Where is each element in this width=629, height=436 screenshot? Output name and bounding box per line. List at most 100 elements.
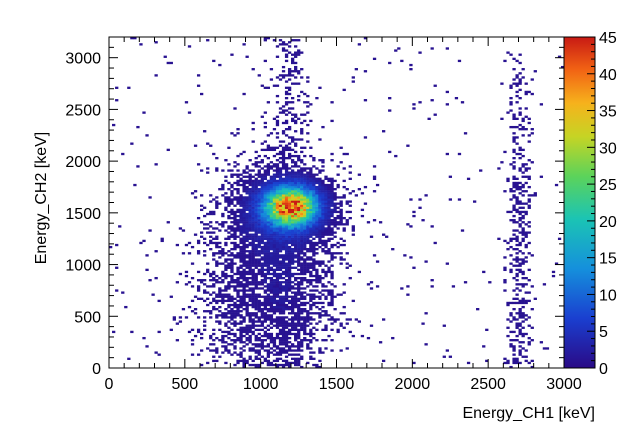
heatmap-cell xyxy=(184,316,189,319)
heatmap-cell xyxy=(515,125,519,129)
heatmap-cell xyxy=(257,223,261,226)
heatmap-cell xyxy=(254,349,258,352)
heatmap-cell xyxy=(260,264,264,267)
heatmap-cell xyxy=(515,142,519,145)
heatmap-cell xyxy=(521,233,525,236)
heatmap-cell xyxy=(236,293,240,296)
heatmap-cell xyxy=(230,208,234,212)
heatmap-cell xyxy=(321,285,325,288)
heatmap-cell xyxy=(281,332,286,336)
heatmap-cell xyxy=(297,190,301,193)
heatmap-cell xyxy=(300,179,304,183)
heatmap-cell xyxy=(294,185,298,189)
heatmap-cell xyxy=(321,248,325,251)
heatmap-cell xyxy=(318,308,322,311)
heatmap-cell xyxy=(509,270,513,274)
heatmap-cell xyxy=(406,144,410,147)
heatmap-cell xyxy=(518,156,522,160)
heatmap-cell xyxy=(330,303,334,307)
heatmap-cell xyxy=(433,84,437,87)
heatmap-cell xyxy=(287,256,292,259)
heatmap-cell xyxy=(363,37,368,40)
heatmap-cell xyxy=(297,156,301,160)
heatmap-cell xyxy=(275,320,280,323)
heatmap-cell xyxy=(269,192,274,195)
heatmap-cell xyxy=(294,121,298,125)
heatmap-cell xyxy=(236,169,240,172)
heatmap-cell xyxy=(245,188,249,191)
heatmap-cell xyxy=(303,332,307,336)
heatmap-cell xyxy=(190,353,195,356)
heatmap-cell xyxy=(303,260,307,263)
heatmap-cell xyxy=(287,283,292,286)
heatmap-cell xyxy=(281,163,286,166)
heatmap-cell xyxy=(287,41,292,44)
heatmap-cell xyxy=(357,43,362,46)
heatmap-cell xyxy=(324,252,328,255)
heatmap-cell xyxy=(263,254,267,257)
heatmap-cell xyxy=(287,154,292,158)
y-tick-label: 2500 xyxy=(65,102,101,119)
heatmap-cell xyxy=(230,316,234,319)
heatmap-cell xyxy=(388,150,392,154)
heatmap-cell xyxy=(333,196,337,199)
heatmap-cell xyxy=(269,248,274,251)
heatmap-cell xyxy=(242,297,246,300)
heatmap-cell xyxy=(300,279,304,282)
heatmap-cell xyxy=(312,212,316,216)
heatmap-cell xyxy=(306,258,310,261)
heatmap-cell xyxy=(527,117,531,120)
heatmap-cell xyxy=(306,80,310,83)
heatmap-cell xyxy=(291,202,295,205)
heatmap-cell xyxy=(251,326,255,329)
heatmap-cell xyxy=(257,301,261,305)
heatmap-cell xyxy=(330,214,334,218)
heatmap-cell xyxy=(269,177,274,180)
heatmap-cell xyxy=(521,185,525,189)
heatmap-cell xyxy=(224,324,228,327)
heatmap-cell xyxy=(509,312,513,315)
heatmap-cell xyxy=(315,235,319,238)
heatmap-cell xyxy=(518,258,522,261)
heatmap-cell xyxy=(281,181,286,185)
heatmap-cell xyxy=(284,303,289,307)
heatmap-cell xyxy=(260,237,264,240)
heatmap-cell xyxy=(260,266,264,269)
heatmap-cell xyxy=(272,268,277,272)
heatmap-cell xyxy=(212,359,216,363)
heatmap-cell xyxy=(218,262,222,265)
heatmap-cell xyxy=(300,295,304,298)
heatmap-cell xyxy=(294,334,298,338)
heatmap-cell xyxy=(224,266,228,269)
heatmap-cell xyxy=(294,144,298,147)
heatmap-cell xyxy=(227,264,231,267)
heatmap-cell xyxy=(269,320,274,323)
heatmap-cell xyxy=(445,90,449,94)
heatmap-cell xyxy=(309,279,313,282)
heatmap-cell xyxy=(239,260,243,263)
heatmap-cell xyxy=(245,256,249,259)
heatmap-cell xyxy=(272,117,277,120)
heatmap-cell xyxy=(281,258,286,261)
heatmap-cell xyxy=(275,167,280,170)
heatmap-cell xyxy=(512,138,516,141)
heatmap-cell xyxy=(266,202,271,205)
heatmap-cell xyxy=(287,208,292,212)
heatmap-cell xyxy=(209,279,213,282)
heatmap-cell xyxy=(263,332,267,336)
heatmap-cell xyxy=(142,336,146,340)
heatmap-cell xyxy=(257,196,261,199)
heatmap-cell xyxy=(224,192,228,195)
heatmap-cell xyxy=(297,276,301,280)
heatmap-cell xyxy=(300,235,304,238)
heatmap-cell xyxy=(506,177,510,180)
heatmap-cell xyxy=(227,254,231,257)
heatmap-cell xyxy=(327,210,331,214)
heatmap-cell xyxy=(254,231,258,234)
heatmap-cell xyxy=(281,221,286,224)
heatmap-cell xyxy=(366,283,371,286)
heatmap-cell xyxy=(230,210,234,214)
heatmap-cell xyxy=(409,225,413,228)
heatmap-cell xyxy=(209,212,213,216)
heatmap-cell xyxy=(324,221,328,224)
